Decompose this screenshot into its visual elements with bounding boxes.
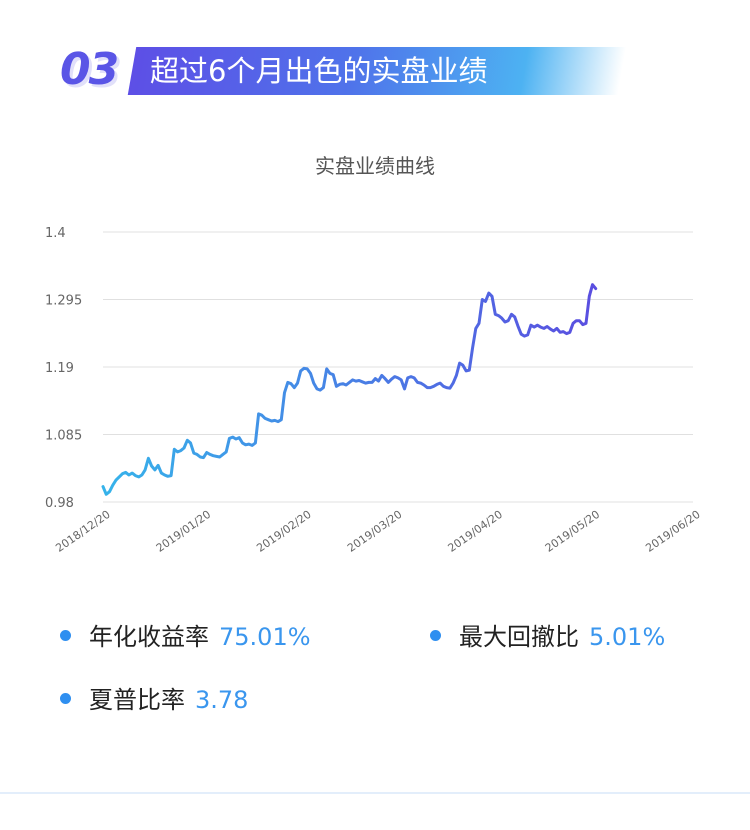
stat-annual-return: 年化收益率 75.01% [60,617,311,657]
section-header: 03 超过6个月出色的实盘业绩 [0,0,750,120]
chart-title: 实盘业绩曲线 [315,154,435,178]
x-tick-label: 2019/03/20 [345,508,404,555]
stat-value: 3.78 [195,686,249,714]
line-chart: 1.4 1.295 1.19 1.085 0.98 2018/12/20 2019/01/… [45,226,703,555]
series-line [101,283,598,496]
y-tick-label: 1.085 [45,429,82,444]
section-title: 超过6个月出色的实盘业绩 [150,54,488,88]
x-tick-label: 2019/05/20 [543,508,602,555]
stat-value: 75.01% [219,623,311,651]
x-axis: 2018/12/20 2019/01/20 2019/02/20 2019/03/20… [53,508,702,555]
stat-max-drawdown: 最大回撤比 5.01% [430,617,665,657]
x-tick-label: 2019/04/20 [446,508,505,555]
y-tick-label: 1.4 [45,226,66,241]
x-tick-label: 2019/06/20 [643,508,702,555]
stat-sharpe-ratio: 夏普比率 3.78 [60,680,248,720]
y-axis: 1.4 1.295 1.19 1.085 0.98 [45,226,82,511]
bullet-dot-icon [60,692,71,704]
bullet-dot-icon [430,629,441,641]
x-tick-label: 2019/02/20 [254,508,313,555]
y-tick-label: 1.19 [45,361,74,376]
y-tick-label: 0.98 [45,496,74,511]
bullet-dot-icon [60,629,71,641]
stat-value: 5.01% [589,623,666,651]
x-tick-label: 2019/01/20 [154,508,213,555]
chart-gridlines [103,231,693,503]
bottom-divider [0,792,750,794]
x-tick-label: 2018/12/20 [53,508,112,555]
section-number: 03 [60,44,119,95]
stat-label: 最大回撤比 [459,623,579,651]
stat-label: 年化收益率 [89,623,209,651]
stat-label: 夏普比率 [89,686,185,714]
y-tick-label: 1.295 [45,294,82,309]
